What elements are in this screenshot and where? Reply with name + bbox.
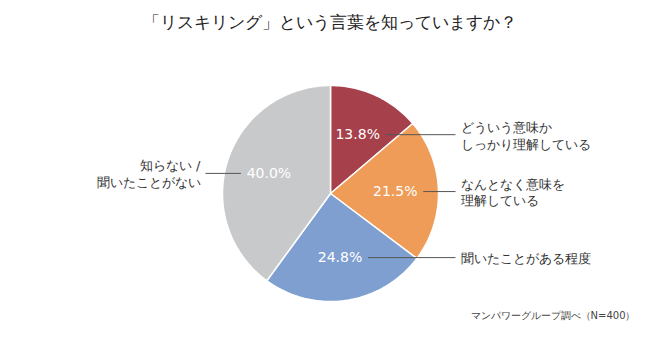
html-text:「リスキリング」という言葉を知っていますか？: 「リスキリング」という言葉を知っていますか？ — [143, 12, 517, 32]
svg-text:知らない /聞いたことがない: 知らない /聞いたことがない — [97, 158, 202, 190]
svg-text:マンパワーグループ調べ（N=400）: マンパワーグループ調べ（N=400） — [471, 310, 636, 321]
svg-text:どういう意味かしっかり理解している: どういう意味かしっかり理解している — [461, 120, 591, 152]
svg-text:40.0%: 40.0% — [247, 165, 291, 181]
svg-text:なんとなく意味を理解している: なんとなく意味を理解している — [461, 177, 565, 209]
svg-text:24.8%: 24.8% — [318, 249, 362, 265]
svg-text:13.8%: 13.8% — [335, 126, 379, 142]
svg-text:21.5%: 21.5% — [373, 183, 417, 199]
svg-text:聞いたことがある程度: 聞いたことがある程度 — [461, 251, 591, 266]
